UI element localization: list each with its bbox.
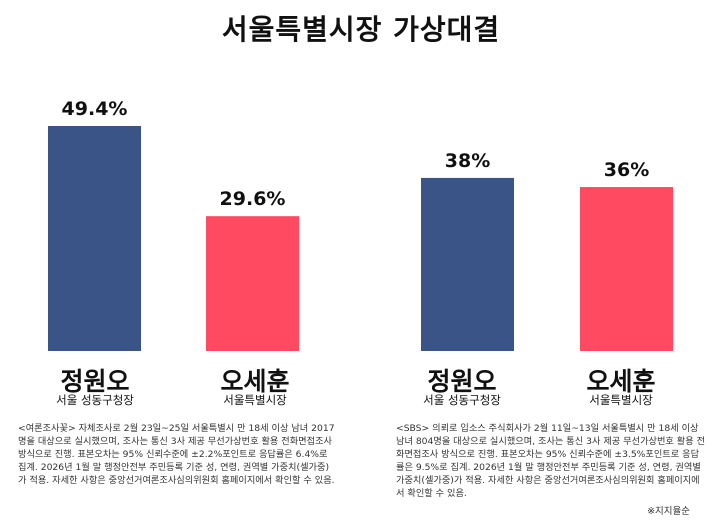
- page-title: 서울특별시장 가상대결: [221, 13, 501, 46]
- candidate-role-2: 서울특별시장: [223, 393, 287, 407]
- candidate-name-2: 오세훈: [220, 367, 290, 396]
- chart-right-plot: 38% 36%: [421, 150, 673, 351]
- candidate-role-1: 서울 성동구청장: [423, 393, 501, 407]
- candidate-name-1: 정원오: [60, 367, 130, 396]
- candidate-name-1: 정원오: [427, 367, 497, 396]
- chart-left: 49.4% 29.6% 정원오 서울 성동구청장 오세훈 서울특별시장 <여론조사…: [18, 98, 335, 486]
- chart-right: 38% 36% 정원오 서울 성동구청장 오세훈 서울특별시장 <SBS> 의뢰로…: [361, 0, 722, 523]
- candidate-role-2: 서울특별시장: [589, 393, 653, 407]
- bar-2: [206, 216, 299, 351]
- value-label-2: 36%: [604, 159, 649, 181]
- value-label-1: 49.4%: [62, 98, 128, 120]
- candidate-role-1: 서울 성동구청장: [56, 393, 134, 407]
- survey-note-right: <SBS> 의뢰로 입소스 주식회사가 2월 11일~13일 서울특별시 만 1…: [396, 423, 706, 499]
- chart-left-plot: 49.4% 29.6%: [48, 98, 299, 351]
- survey-note-left: <여론조사꽃> 자체조사로 2월 23일~25일 서울특별시 만 18세 이상 …: [18, 423, 335, 486]
- candidate-name-2: 오세훈: [586, 367, 656, 396]
- bar-2: [580, 187, 673, 351]
- bar-1: [421, 177, 514, 351]
- value-label-1: 38%: [445, 150, 490, 172]
- credit-note: ※지지율순: [647, 506, 690, 517]
- bar-1: [48, 126, 141, 351]
- value-label-2: 29.6%: [220, 188, 286, 210]
